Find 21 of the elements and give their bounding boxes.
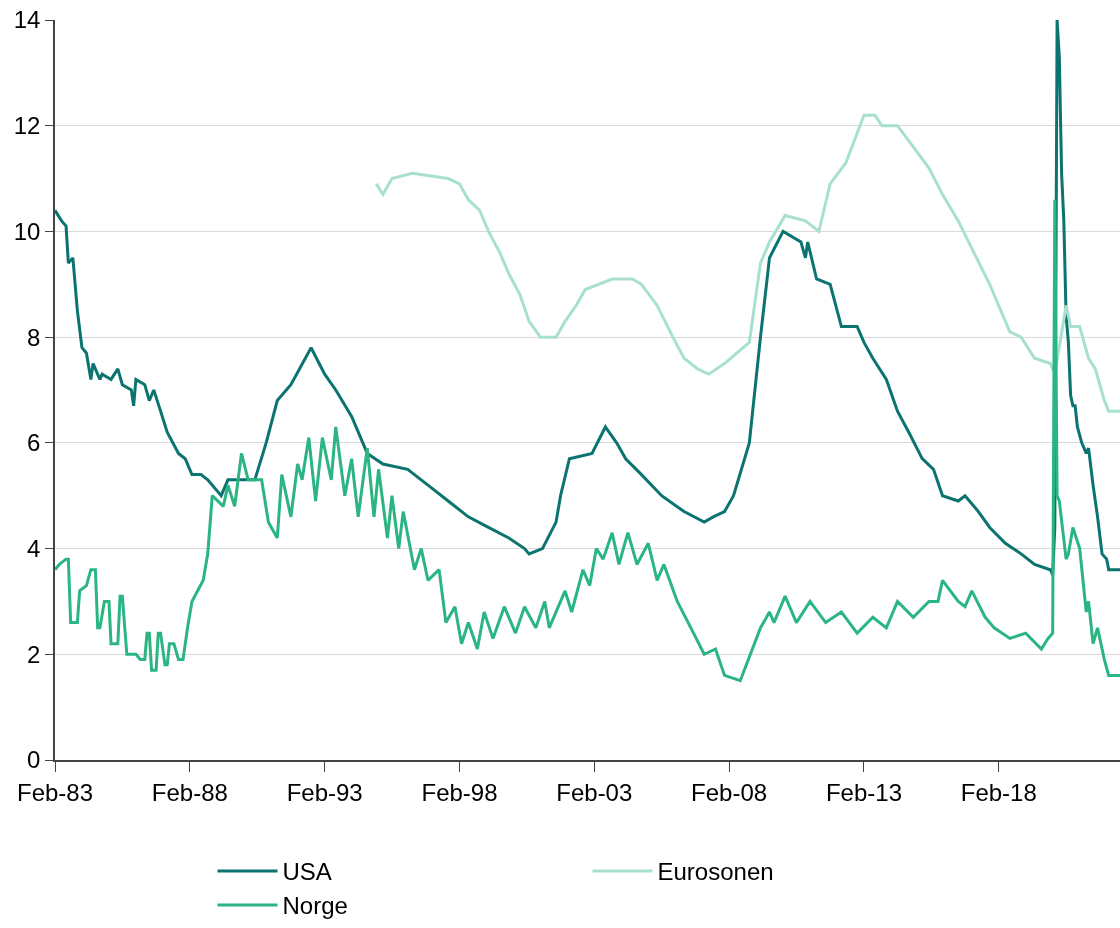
legend-label: USA (282, 858, 332, 886)
y-tick-label: 4 (27, 534, 41, 562)
legend-label: Eurosonen (657, 858, 774, 886)
legend-label: Norge (282, 892, 348, 920)
y-tick-label: 2 (27, 640, 41, 668)
line-series (374, 113, 1120, 413)
x-tick-label: Feb-13 (825, 778, 902, 806)
x-tick-label: Feb-18 (960, 778, 1037, 806)
x-tick-label: Feb-08 (691, 778, 768, 806)
y-tick-label: 8 (27, 323, 41, 351)
y-tick-label: 0 (27, 746, 41, 774)
y-tick-label: 6 (27, 429, 41, 457)
y-tick-label: 14 (13, 6, 41, 34)
x-tick-label: Feb-88 (151, 778, 228, 806)
line-series (55, 198, 1120, 683)
y-tick-label: 12 (13, 112, 41, 140)
x-tick-label: Feb-83 (16, 778, 94, 806)
x-tick-label: Feb-93 (286, 778, 363, 806)
x-tick-label: Feb-98 (421, 778, 498, 806)
x-tick-label: Feb-03 (556, 778, 633, 806)
y-tick-label: 10 (13, 217, 41, 245)
